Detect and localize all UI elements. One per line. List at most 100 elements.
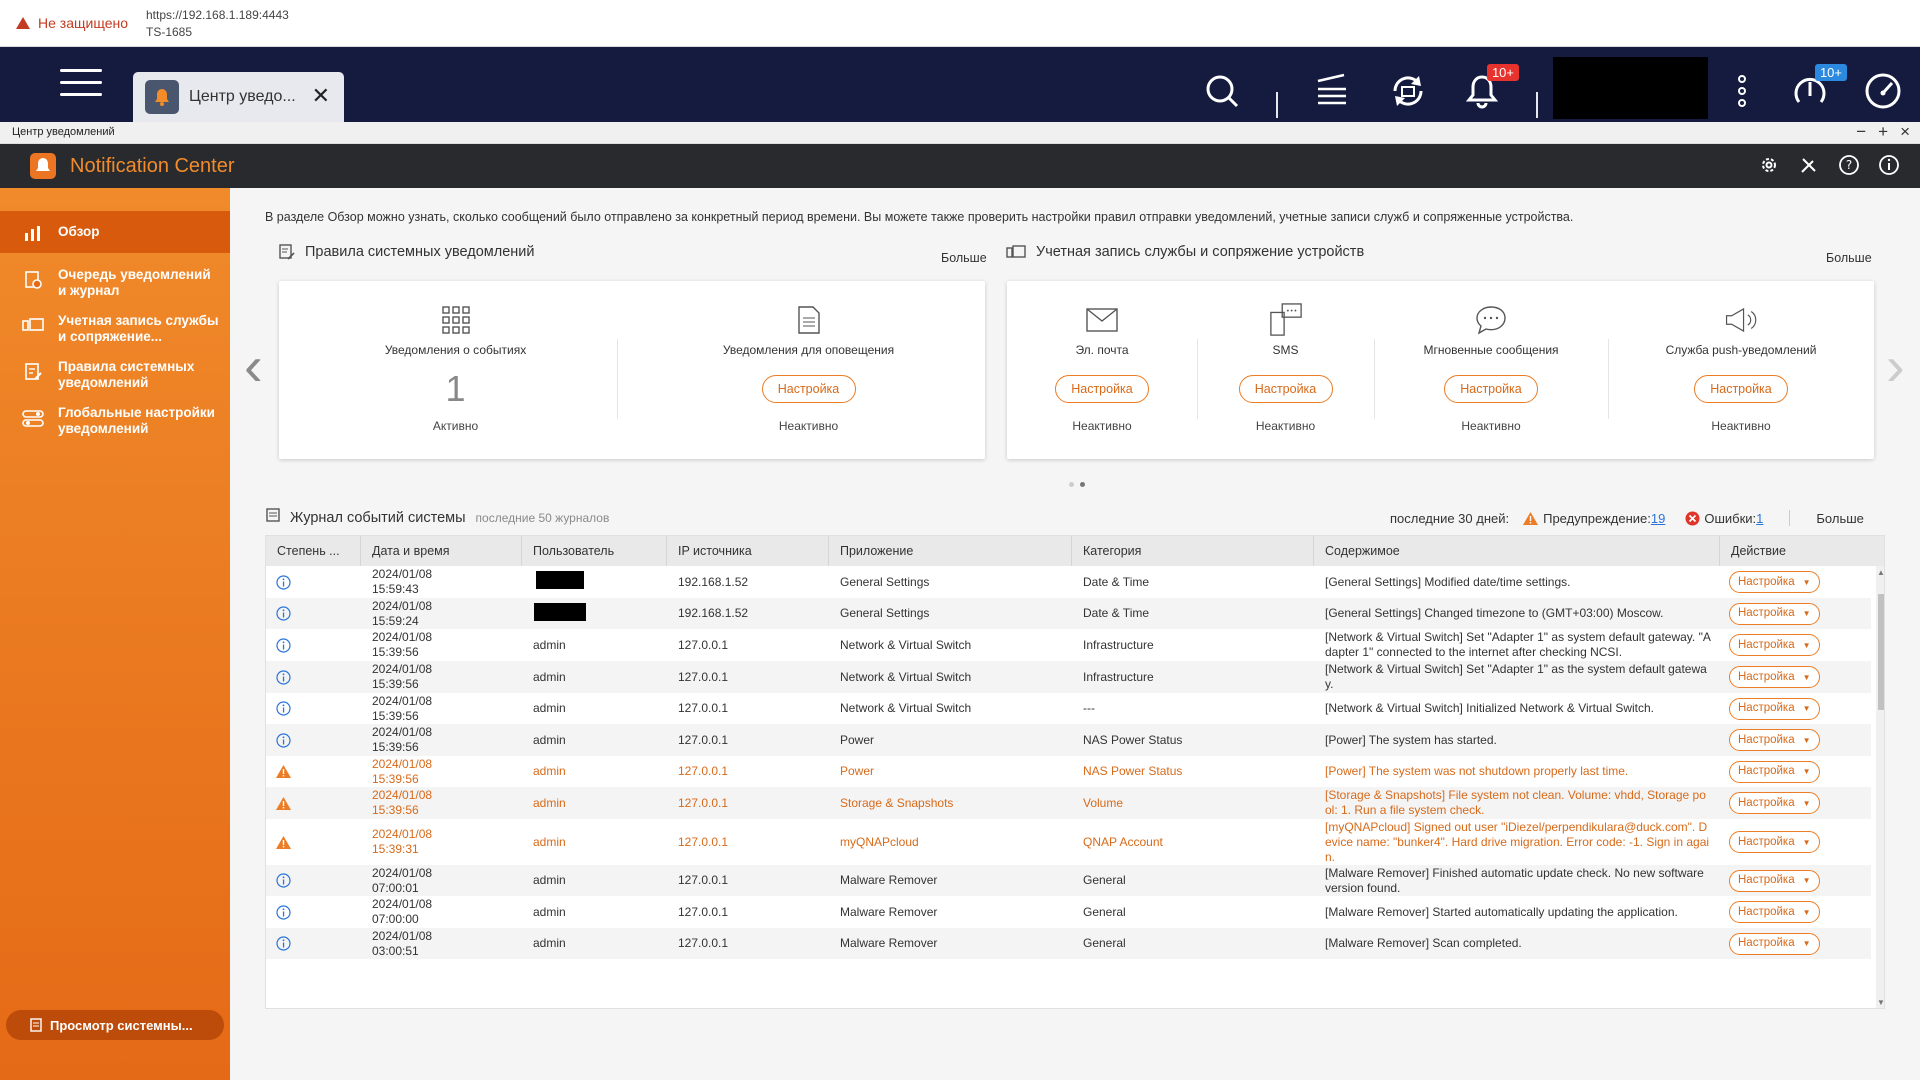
row-action-button[interactable]: Настройка ▼: [1729, 831, 1820, 853]
app-tab-notification-center[interactable]: Центр уведо... ✕: [133, 72, 344, 122]
search-icon[interactable]: [1202, 71, 1242, 111]
row-action-button[interactable]: Настройка ▼: [1729, 729, 1820, 751]
cell-ip: 192.168.1.52: [678, 574, 749, 589]
sidebar-item-overview[interactable]: Обзор: [0, 211, 230, 253]
scrollbar-track[interactable]: [1876, 566, 1884, 1008]
main-menu-button[interactable]: [60, 69, 102, 103]
col-severity[interactable]: Степень ...: [266, 536, 361, 566]
tools-icon[interactable]: [1798, 154, 1820, 176]
resource-monitor-icon[interactable]: [1863, 71, 1903, 111]
cell-ip: 192.168.1.52: [678, 606, 749, 620]
event-notifications-cell[interactable]: Уведомления о событиях 1 Активно: [279, 281, 632, 459]
carousel-dot-active[interactable]: [1080, 482, 1085, 487]
rules-more-link[interactable]: Больше: [941, 251, 987, 265]
sidebar-item-queue-log[interactable]: Очередь уведомлений и журнал: [0, 267, 230, 307]
sidebar-item-notification-rules[interactable]: Правила системных уведомлений: [0, 359, 230, 399]
carousel-next-arrow[interactable]: ›: [1886, 334, 1905, 397]
cell-ip: 127.0.0.1: [678, 873, 729, 887]
row-action-button[interactable]: Настройка ▼: [1729, 792, 1820, 814]
row-action-button[interactable]: Настройка ▼: [1729, 666, 1820, 688]
sms-setup-button[interactable]: Настройка: [1238, 375, 1333, 403]
help-icon[interactable]: ?: [1838, 154, 1860, 176]
sync-icon[interactable]: [1388, 71, 1428, 111]
minimize-icon[interactable]: −: [1856, 122, 1867, 141]
log-more-link[interactable]: Больше: [1816, 510, 1864, 526]
instant-messages-setup-button[interactable]: Настройка: [1444, 375, 1538, 403]
cell-application: Malware Remover: [840, 936, 938, 950]
table-row[interactable]: 2024/01/08 15:59:43 192.168.1.52 General Se…: [266, 566, 1871, 598]
error-count-link[interactable]: 1: [1756, 510, 1764, 526]
scrollbar-thumb[interactable]: [1878, 594, 1884, 710]
insecure-label: Не защищено: [38, 15, 128, 31]
chevron-down-icon: ▼: [1802, 939, 1811, 948]
toggle-settings-icon: [22, 407, 44, 429]
col-application[interactable]: Приложение: [829, 536, 1072, 566]
col-source-ip[interactable]: IP источника: [667, 536, 829, 566]
col-action[interactable]: Действие: [1731, 544, 1786, 558]
table-row[interactable]: 2024/01/08 03:00:51 admin 127.0.0.1 Malware …: [266, 928, 1871, 959]
email-setup-button[interactable]: Настройка: [1055, 375, 1149, 403]
row-action-button[interactable]: Настройка ▼: [1729, 634, 1820, 656]
col-category[interactable]: Категория: [1072, 536, 1314, 566]
row-action-button[interactable]: Настройка ▼: [1729, 932, 1820, 955]
row-action-button[interactable]: Настройка ▼: [1729, 901, 1820, 923]
warning-count-link[interactable]: 19: [1650, 510, 1666, 526]
notification-bell-icon[interactable]: 10+: [1462, 64, 1519, 111]
cell-date: 2024/01/08: [372, 788, 433, 802]
sidebar-item-service-account[interactable]: Учетная запись службы и сопряжение...: [0, 313, 230, 353]
more-options-icon[interactable]: [1722, 71, 1762, 111]
cell-time: 15:39:56: [372, 803, 419, 817]
info-circle-icon: [266, 873, 361, 888]
cell-user-text: admin: [533, 936, 566, 950]
table-row[interactable]: 2024/01/08 15:39:56 admin 127.0.0.1 Network …: [266, 661, 1871, 693]
table-row[interactable]: 2024/01/08 15:39:56 admin 127.0.0.1 Network …: [266, 629, 1871, 661]
carousel-prev-arrow[interactable]: ‹: [244, 334, 263, 397]
insecure-indicator[interactable]: Не защищено: [16, 15, 128, 31]
table-row[interactable]: 2024/01/08 15:59:24 192.168.1.52 General Se…: [266, 598, 1871, 629]
table-row[interactable]: 2024/01/08 15:39:56 admin 127.0.0.1 Storage …: [266, 787, 1871, 819]
redacted-user-area[interactable]: [1553, 57, 1708, 119]
cell-time: 03:00:51: [372, 943, 419, 958]
row-action-button[interactable]: Настройка ▼: [1729, 697, 1820, 720]
view-system-logs-button[interactable]: Просмотр системны...: [6, 1010, 224, 1040]
col-datetime[interactable]: Дата и время: [361, 536, 522, 566]
table-row[interactable]: 2024/01/08 07:00:00 admin 127.0.0.1 Malware …: [266, 896, 1871, 928]
col-user[interactable]: Пользователь: [522, 536, 667, 566]
maximize-icon[interactable]: +: [1878, 122, 1889, 141]
url-field[interactable]: https://192.168.1.189:4443 TS-1685: [146, 7, 289, 41]
cell-user: admin: [522, 670, 667, 685]
close-tab-icon[interactable]: ✕: [311, 83, 330, 108]
table-row[interactable]: 2024/01/08 15:39:56 admin 127.0.0.1 Network …: [266, 693, 1871, 724]
info-circle-icon: [266, 669, 361, 685]
system-status-icon[interactable]: 10+: [1790, 64, 1847, 111]
carousel-dot[interactable]: [1069, 482, 1074, 487]
table-row[interactable]: 2024/01/08 15:39:56 admin 127.0.0.1 Power NAS…: [266, 724, 1871, 756]
cell-application: Storage & Snapshots: [840, 795, 954, 810]
table-row[interactable]: 2024/01/08 15:39:31 admin 127.0.0.1 myQNAPcl…: [266, 819, 1871, 865]
alert-notifications-setup-button[interactable]: Настройка: [761, 375, 856, 403]
cell-date: 2024/01/08: [372, 630, 433, 644]
row-action-button[interactable]: Настройка ▼: [1729, 571, 1820, 593]
background-tasks-icon[interactable]: [1312, 71, 1352, 111]
row-action-button[interactable]: Настройка ▼: [1729, 869, 1820, 892]
email-cell: Эл. почта Настройка Неактивно: [1007, 281, 1197, 459]
settings-gear-icon[interactable]: [1758, 154, 1780, 176]
scroll-down-arrow-icon[interactable]: ▼: [1877, 998, 1885, 1007]
row-action-button[interactable]: Настройка ▼: [1729, 760, 1820, 783]
sidebar-item-global-settings[interactable]: Глобальные настройки уведомлений: [0, 405, 230, 445]
table-row[interactable]: 2024/01/08 15:39:56 admin 127.0.0.1 Power NAS…: [266, 756, 1871, 787]
close-window-icon[interactable]: ×: [1900, 122, 1910, 141]
cell-action: Настройка ▼: [1720, 869, 1871, 892]
row-action-button[interactable]: Настройка ▼: [1729, 602, 1820, 625]
scroll-up-arrow-icon[interactable]: ▲: [1877, 568, 1885, 577]
cell-application: Malware Remover: [840, 904, 938, 919]
table-row[interactable]: 2024/01/08 07:00:01 admin 127.0.0.1 Malware …: [266, 865, 1871, 896]
cell-category: Infrastructure: [1083, 669, 1154, 684]
push-service-status: Неактивно: [1711, 419, 1771, 433]
cell-time: 15:39:56: [372, 677, 419, 691]
cell-datetime: 2024/01/08 15:39:56: [361, 630, 522, 660]
accounts-more-link[interactable]: Больше: [1826, 251, 1872, 265]
col-content[interactable]: Содержимое: [1314, 536, 1720, 566]
info-icon[interactable]: [1878, 154, 1900, 176]
push-service-setup-button[interactable]: Настройка: [1694, 375, 1788, 403]
